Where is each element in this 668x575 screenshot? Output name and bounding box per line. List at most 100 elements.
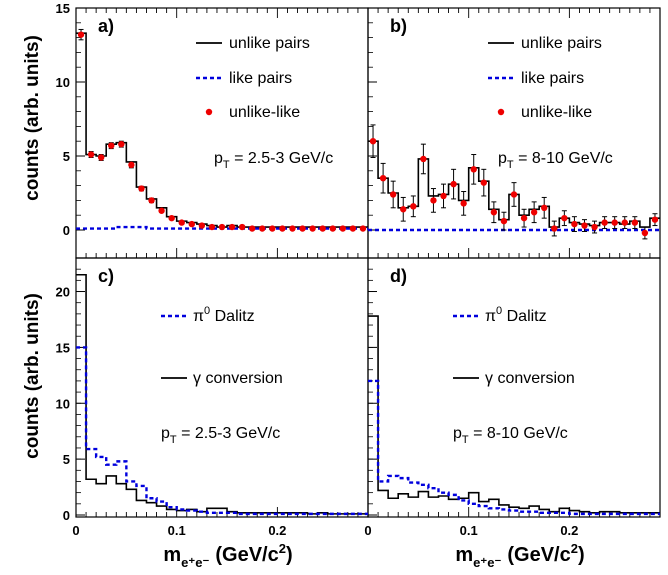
y-tick-label: 5 bbox=[63, 149, 70, 164]
data-point-b bbox=[470, 166, 477, 173]
y-tick-label: 0 bbox=[63, 223, 70, 238]
data-point-b bbox=[530, 209, 538, 216]
data-point-b bbox=[460, 200, 467, 207]
legend-dalitz-label: π0 Dalitz bbox=[485, 305, 547, 325]
text-layer: 0 5 10 15 a) unlike pairs like pairs unlike-lik… bbox=[56, 1, 613, 538]
data-point-a bbox=[299, 225, 306, 232]
data-point-b bbox=[410, 203, 417, 210]
data-point-b bbox=[450, 180, 457, 188]
data-point-b bbox=[581, 222, 588, 229]
data-point-a bbox=[359, 225, 367, 232]
legend-conv-label: γ conversion bbox=[485, 370, 575, 387]
data-point-b bbox=[591, 223, 598, 231]
data-point-a bbox=[269, 225, 276, 232]
pt-range-b: pT = 8-10 GeV/c bbox=[498, 150, 613, 171]
data-point-a bbox=[138, 185, 145, 192]
panel-c-frame bbox=[75, 257, 369, 518]
x-tick-label: 0.1 bbox=[168, 523, 186, 538]
data-point-a bbox=[198, 222, 206, 229]
data-point-a bbox=[97, 154, 105, 161]
data-point-a bbox=[178, 219, 185, 226]
data-point-b bbox=[611, 219, 618, 226]
data-point-a bbox=[118, 140, 125, 148]
panel-label-b: b) bbox=[390, 16, 407, 36]
panel-label-a: a) bbox=[98, 16, 114, 36]
data-point-b bbox=[500, 217, 508, 225]
y-tick-label: 20 bbox=[56, 285, 70, 300]
data-point-a bbox=[289, 225, 296, 232]
data-point-a bbox=[279, 225, 286, 232]
y-axis-label-top: counts (arb. units) bbox=[22, 35, 43, 201]
data-point-a bbox=[77, 31, 85, 38]
legend-diff-label: unlike-like bbox=[229, 104, 300, 121]
x-tick-label: 0 bbox=[72, 523, 79, 538]
data-point-a bbox=[339, 225, 347, 232]
data-point-a bbox=[309, 225, 316, 232]
data-point-b bbox=[430, 197, 437, 204]
data-point-a bbox=[108, 142, 115, 149]
data-point-b bbox=[379, 175, 387, 182]
panel-frames bbox=[75, 7, 661, 518]
legend-diff-swatch bbox=[497, 108, 505, 116]
data-point-b bbox=[369, 138, 377, 145]
data-point-a bbox=[259, 225, 266, 232]
data-point-a bbox=[168, 214, 175, 222]
y-tick-label: 10 bbox=[56, 396, 70, 411]
data-point-a bbox=[128, 161, 135, 169]
series-like-step-a bbox=[76, 225, 368, 230]
data-point-b bbox=[631, 219, 639, 226]
data-point-b bbox=[551, 225, 558, 232]
data-point-a bbox=[238, 223, 246, 231]
series-dalitz-step-d bbox=[368, 379, 660, 516]
data-point-b bbox=[400, 206, 407, 213]
panel-label-c: c) bbox=[98, 266, 114, 286]
data-point-a bbox=[188, 220, 195, 228]
data-point-a bbox=[158, 207, 165, 214]
panel-d-frame bbox=[367, 257, 661, 518]
legend-unlike-label: unlike pairs bbox=[521, 35, 602, 52]
data-point-b bbox=[389, 191, 397, 198]
data-point-a bbox=[148, 197, 155, 204]
x-axis-label-left: me⁺e⁻ (GeV/c2) bbox=[163, 541, 292, 570]
legend-like-label: like pairs bbox=[521, 70, 584, 87]
data-point-b bbox=[561, 214, 568, 222]
data-point-a bbox=[218, 223, 226, 231]
data-layer bbox=[76, 28, 660, 516]
data-point-a bbox=[208, 223, 216, 231]
data-point-a bbox=[228, 223, 236, 231]
legend-like-label: like pairs bbox=[229, 70, 292, 87]
pt-range-c: pT = 2.5-3 GeV/c bbox=[161, 425, 280, 446]
series-dalitz-step-c bbox=[76, 346, 368, 516]
data-point-a bbox=[87, 151, 95, 158]
data-point-b bbox=[571, 220, 578, 228]
panel-a-frame bbox=[75, 7, 369, 259]
data-point-a bbox=[329, 225, 336, 232]
legend-diff-swatch bbox=[205, 108, 213, 116]
data-point-a bbox=[249, 225, 256, 232]
legend-diff-label: unlike-like bbox=[521, 104, 592, 121]
panel-label-d: d) bbox=[390, 266, 407, 286]
pt-range-a: pT = 2.5-3 GeV/c bbox=[214, 150, 333, 171]
legend-conv-label: γ conversion bbox=[193, 370, 283, 387]
data-point-b bbox=[651, 216, 659, 223]
data-point-b bbox=[601, 219, 608, 226]
data-point-b bbox=[541, 204, 548, 211]
legend-dalitz-label: π0 Dalitz bbox=[193, 305, 255, 325]
data-point-b bbox=[490, 209, 498, 216]
pt-range-d: pT = 8-10 GeV/c bbox=[453, 425, 568, 446]
data-point-b bbox=[420, 155, 427, 163]
x-tick-label: 0.1 bbox=[460, 523, 478, 538]
series-unlike-step-a bbox=[76, 32, 368, 228]
legend-unlike-label: unlike pairs bbox=[229, 35, 310, 52]
data-point-b bbox=[621, 219, 628, 226]
y-tick-label: 15 bbox=[56, 340, 70, 355]
data-point-a bbox=[349, 225, 357, 232]
y-tick-label: 10 bbox=[56, 75, 70, 90]
x-tick-label: 0.2 bbox=[268, 523, 286, 538]
data-point-b bbox=[510, 191, 518, 198]
data-point-a bbox=[319, 225, 326, 232]
data-point-b bbox=[440, 192, 447, 200]
x-axis-label-right: me⁺e⁻ (GeV/c2) bbox=[455, 541, 584, 570]
y-tick-label: 0 bbox=[63, 508, 70, 523]
